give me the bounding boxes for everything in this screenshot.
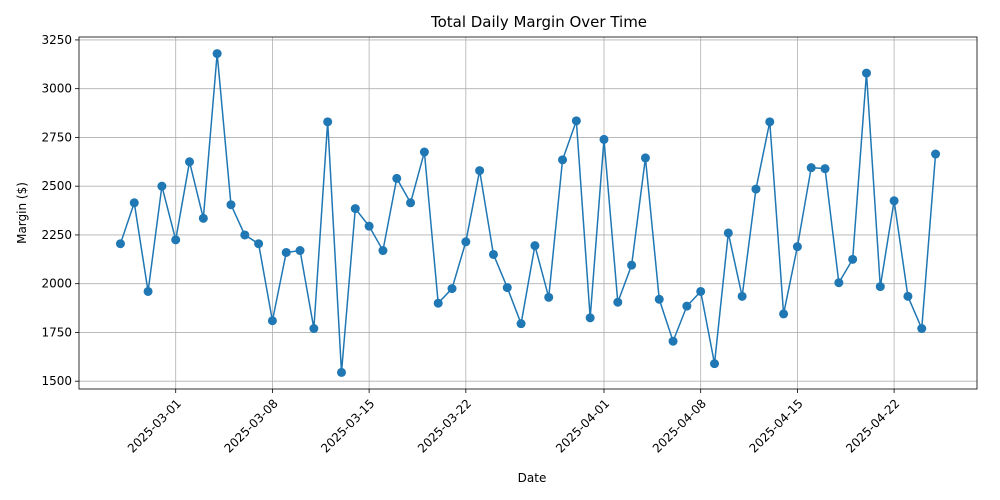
data-point [185, 157, 195, 167]
data-point [502, 283, 512, 293]
data-point [861, 68, 871, 78]
data-point [378, 246, 388, 256]
data-point [903, 291, 913, 301]
data-point [792, 242, 802, 252]
data-point [779, 309, 789, 319]
x-tick-label: 2025-04-15 [747, 396, 806, 455]
data-point [129, 198, 139, 208]
x-tick-label: 2025-04-01 [553, 396, 612, 455]
data-point [834, 278, 844, 288]
x-tick-label: 2025-03-08 [222, 396, 281, 455]
data-point [240, 230, 250, 240]
data-point [544, 292, 554, 302]
data-point [723, 228, 733, 238]
chart-title: Total Daily Margin Over Time [430, 13, 647, 31]
data-point [571, 116, 581, 126]
data-point [931, 149, 941, 159]
data-point [433, 298, 443, 308]
data-point [558, 155, 568, 165]
data-point [447, 284, 457, 294]
data-point [254, 239, 264, 249]
y-tick-label: 1500 [41, 374, 72, 388]
series-line [119, 53, 937, 373]
plot-frame [78, 36, 978, 390]
data-point [751, 184, 761, 194]
data-point [419, 147, 429, 157]
y-tick-label: 2250 [41, 228, 72, 242]
data-point [530, 241, 540, 251]
data-point [392, 173, 402, 183]
data-point [585, 313, 595, 323]
data-point [682, 301, 692, 311]
data-point [516, 319, 526, 329]
data-point [599, 134, 609, 144]
data-point [406, 198, 416, 208]
y-tick-label: 2000 [41, 277, 72, 291]
data-point [115, 239, 125, 249]
data-point [917, 324, 927, 334]
data-point [364, 221, 374, 231]
y-tick-label: 3000 [41, 82, 72, 96]
data-point [475, 166, 485, 176]
y-tick-label: 2500 [41, 179, 72, 193]
grid [79, 37, 977, 389]
series-layer [115, 49, 941, 377]
data-point [848, 254, 858, 264]
x-tick-label: 2025-04-22 [843, 396, 902, 455]
data-point [226, 200, 236, 210]
x-axis-label: Date [518, 471, 547, 485]
data-point [737, 291, 747, 301]
data-point [806, 163, 816, 173]
data-point [323, 117, 333, 127]
y-axis-label: Margin ($) [15, 182, 29, 244]
data-point [889, 196, 899, 206]
data-point [198, 213, 208, 223]
data-point [488, 249, 498, 259]
data-point [336, 367, 346, 377]
data-point [143, 286, 153, 296]
data-point [696, 286, 706, 296]
data-point [281, 247, 291, 257]
data-point [875, 282, 885, 292]
data-point [654, 294, 664, 304]
data-point [212, 49, 222, 59]
data-point [350, 204, 360, 214]
data-point [461, 237, 471, 247]
data-point [640, 153, 650, 163]
y-tick-label: 1750 [41, 325, 72, 339]
data-point [267, 316, 277, 326]
x-tick-label: 2025-03-01 [125, 396, 184, 455]
x-tick-label: 2025-03-22 [415, 396, 474, 455]
x-tick-label: 2025-04-08 [650, 396, 709, 455]
data-point [171, 235, 181, 245]
data-point [710, 359, 720, 369]
data-point [820, 164, 830, 174]
y-tick-label: 2750 [41, 130, 72, 144]
data-point [613, 297, 623, 307]
axis-ticks: 1500 1750 2000 2250 2500 2750 3000 3250 2025-03-… [41, 33, 902, 456]
data-point [765, 117, 775, 127]
data-point [309, 324, 319, 334]
data-point [627, 260, 637, 270]
y-tick-label: 3250 [41, 33, 72, 47]
x-tick-label: 2025-03-15 [318, 396, 377, 455]
data-point [668, 336, 678, 346]
data-point [157, 181, 167, 191]
data-point [295, 246, 305, 256]
